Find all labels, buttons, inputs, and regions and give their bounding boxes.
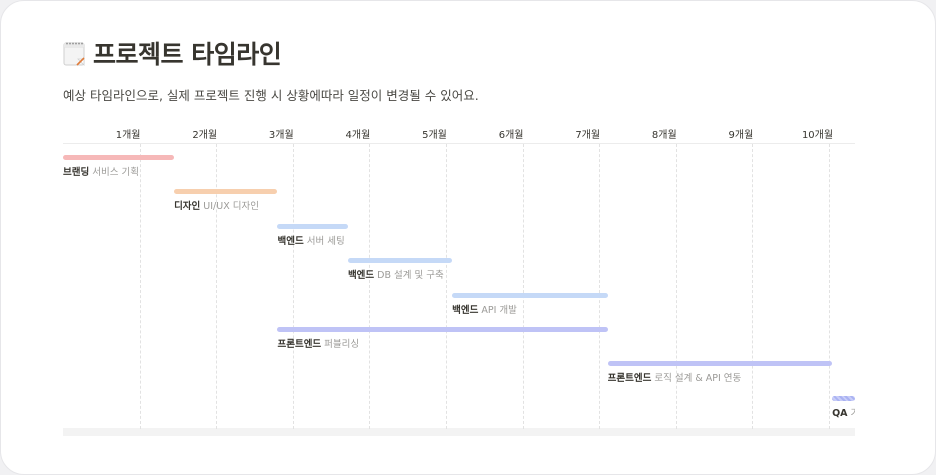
task-description: 서비스 기획 — [92, 167, 139, 178]
task-name: 프론트엔드 — [607, 373, 652, 385]
month-gridline — [675, 144, 677, 429]
task-bar[interactable] — [174, 189, 278, 195]
horizontal-scrollbar[interactable] — [63, 428, 855, 436]
month-header: 3개월 — [268, 130, 294, 141]
task-bar[interactable] — [277, 327, 608, 332]
task-name: 브랜딩 — [63, 167, 90, 178]
task-label: QA기 — [832, 405, 855, 419]
task-bar[interactable] — [347, 258, 453, 264]
month-gridline — [829, 144, 830, 429]
month-gridline — [599, 144, 601, 429]
task-description: API 개발 — [481, 304, 517, 316]
task-bar[interactable] — [277, 223, 348, 229]
month-gridline — [216, 144, 218, 429]
task-name: 프론트엔드 — [277, 339, 322, 350]
memo-icon — [63, 42, 85, 66]
month-header: 10개월 — [801, 130, 834, 141]
task-name: 백엔드 — [452, 304, 479, 316]
task-name: 디자인 — [174, 201, 201, 213]
task-label: 백엔드 서버 세팅 — [277, 233, 344, 247]
month-header: 1개월 — [115, 130, 141, 141]
task-bar[interactable] — [452, 292, 608, 298]
task-description: DB 설계 및 구축 — [377, 270, 444, 282]
month-header: 8개월 — [651, 130, 677, 141]
month-header: 4개월 — [345, 130, 371, 141]
month-gridline — [369, 144, 371, 429]
task-bar[interactable] — [63, 155, 175, 160]
timeline-header-divider — [63, 143, 855, 144]
page-title: 프로젝트 타임라인 — [93, 40, 282, 69]
task-label: 백엔드 API 개발 — [452, 302, 517, 316]
month-header: 9개월 — [728, 130, 754, 141]
month-header: 6개월 — [498, 130, 524, 141]
month-gridline — [446, 144, 447, 429]
task-label: 브랜딩 서비스 기획 — [63, 164, 139, 178]
month-gridline — [292, 144, 294, 429]
month-header: 2개월 — [192, 130, 218, 141]
task-label: 디자인 UI/UX 디자인 — [174, 198, 259, 212]
task-description: 퍼블리싱 — [324, 339, 360, 350]
task-label: 백엔드 DB 설계 및 구축 — [348, 267, 444, 281]
task-description: 기 — [851, 408, 855, 419]
task-label: 프론트엔드 로직 설계 & API 연동 — [608, 370, 742, 384]
task-label: 프론트엔드 퍼블리싱 — [277, 336, 359, 350]
month-gridline — [139, 144, 141, 429]
task-bar[interactable] — [832, 395, 855, 401]
task-description: 로직 설계 & API 연동 — [654, 373, 742, 385]
task-name: 백엔드 — [277, 235, 304, 247]
task-description: UI/UX 디자인 — [203, 201, 259, 213]
month-gridline — [522, 144, 524, 429]
title-row: 프로젝트 타임라인 — [63, 35, 282, 71]
task-name: QA — [832, 407, 848, 419]
task-name: 백엔드 — [347, 270, 375, 282]
task-description: 서버 세팅 — [306, 235, 345, 247]
month-header: 5개월 — [422, 130, 447, 141]
page-subtitle: 예상 타임라인으로, 실제 프로젝트 진행 시 상황에따라 일정이 변경될 수 … — [63, 88, 479, 103]
month-header: 7개월 — [575, 130, 601, 141]
month-gridline — [752, 144, 754, 429]
task-bar[interactable] — [607, 361, 833, 367]
